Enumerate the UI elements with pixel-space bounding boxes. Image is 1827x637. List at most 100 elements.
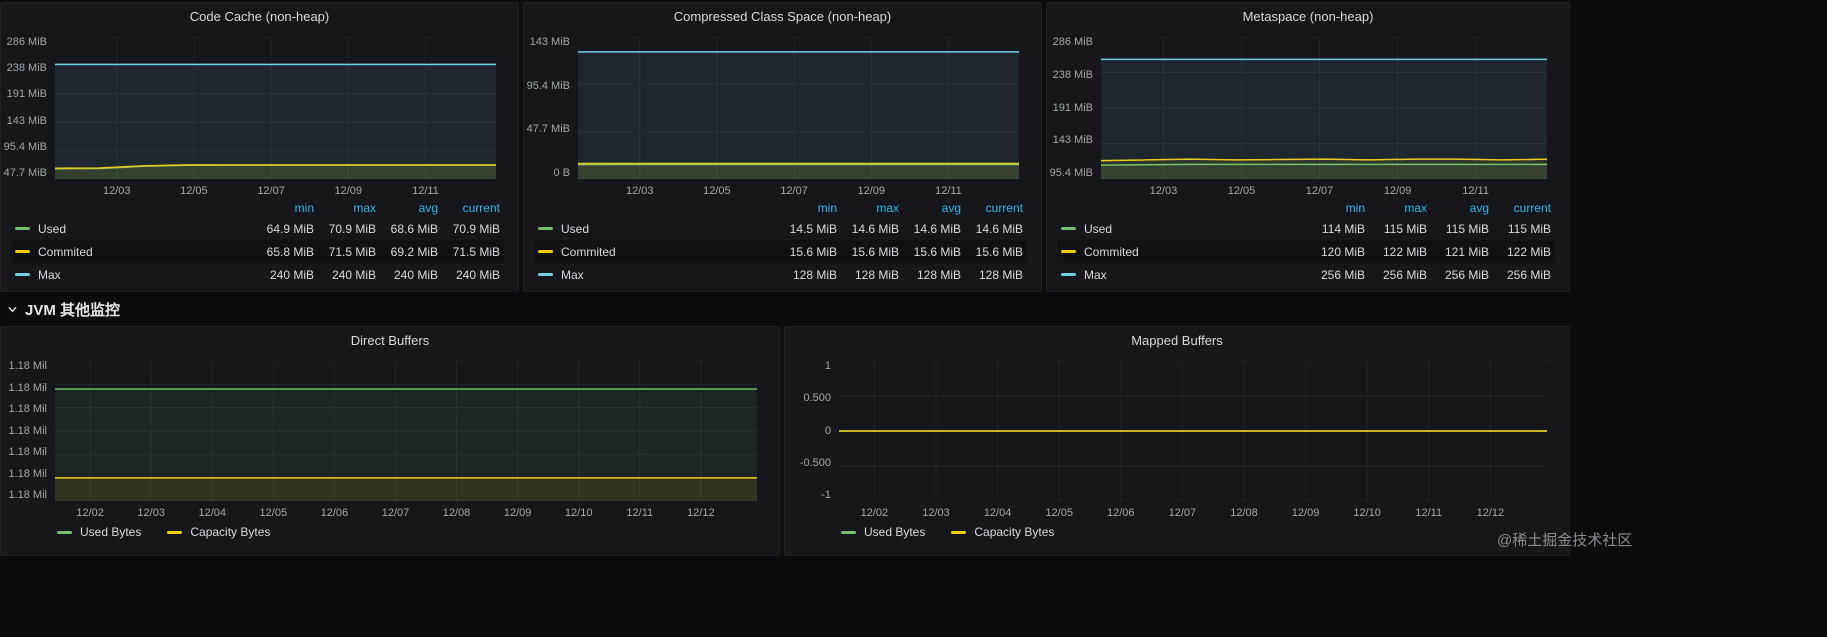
legend-series-label: Max: [1084, 267, 1107, 282]
y-axis-tick-label: 191 MiB: [6, 88, 47, 101]
legend-header-max[interactable]: max: [876, 201, 899, 215]
legend-item-capacity-bytes[interactable]: Capacity Bytes: [951, 525, 1054, 539]
x-axis-tick-label: 12/11: [626, 507, 654, 519]
legend-series-used[interactable]: Used: [1061, 222, 1303, 236]
plot-area[interactable]: [55, 361, 757, 501]
panel-title-metaspace[interactable]: Metaspace (non-heap): [1242, 9, 1374, 24]
plot-wrap: 12/02 12/03 12/04 12/05 12/06 12/07 12/08 12/09…: [55, 361, 757, 519]
legend-row-max: Max 128 MiB 128 MiB 128 MiB 128 MiB: [534, 263, 1027, 286]
legend-header-current[interactable]: current: [1513, 201, 1551, 215]
x-axis-tick-label: 12/09: [503, 507, 532, 519]
yellow-series-marker-icon: [951, 530, 967, 534]
panel-title-direct-buffers[interactable]: Direct Buffers: [350, 333, 430, 348]
y-axis-tick-label: 95.4 MiB: [3, 140, 47, 153]
legend-header-current[interactable]: current: [462, 201, 500, 215]
legend-value: 122 MiB: [1506, 244, 1551, 259]
y-axis-tick-label: 286 MiB: [1052, 36, 1093, 48]
legend-item-used-bytes[interactable]: Used Bytes: [57, 525, 141, 539]
panel-direct-buffers: Direct Buffers 1.18 Mil 1.18 Mil 1.18 Mil 1…: [0, 326, 780, 556]
legend-value: 120 MiB: [1320, 244, 1365, 259]
y-axis: 286 MiB 238 MiB 191 MiB 143 MiB 95.4 MiB 47.7…: [3, 37, 55, 179]
legend-value: 128 MiB: [978, 267, 1023, 282]
legend-header-avg[interactable]: avg: [941, 201, 961, 215]
yellow-series-marker-icon: [538, 250, 553, 253]
y-axis-tick-label: -0.500: [799, 456, 831, 469]
legend-value: 115 MiB: [1383, 221, 1427, 236]
plot-wrap: 12/03 12/05 12/07 12/09 12/11: [578, 37, 1019, 197]
x-axis-tick-label: 12/02: [76, 507, 104, 519]
legend-series-max[interactable]: Max: [1061, 268, 1303, 282]
x-axis: 12/03 12/05 12/07 12/09 12/11: [55, 179, 496, 199]
plot-area[interactable]: [55, 37, 496, 179]
legend-row-used: Used 114 MiB 115 MiB 115 MiB 115 MiB: [1057, 217, 1555, 240]
y-axis-tick-label: 1.18 Mil: [8, 360, 47, 372]
legend-series-commited[interactable]: Commited: [15, 245, 252, 259]
legend-header-max[interactable]: max: [1404, 201, 1427, 215]
x-axis-tick-label: 12/04: [983, 507, 1012, 519]
legend-row-max: Max 240 MiB 240 MiB 240 MiB 240 MiB: [11, 263, 504, 286]
plot-area[interactable]: [839, 361, 1547, 501]
y-axis-tick-label: 1.18 Mil: [8, 446, 47, 458]
x-axis-tick-label: 12/11: [1415, 507, 1443, 519]
legend-header-avg[interactable]: avg: [1469, 201, 1489, 215]
x-axis-tick-label: 12/11: [1462, 185, 1489, 197]
legend-row-max: Max 256 MiB 256 MiB 256 MiB 256 MiB: [1057, 263, 1555, 286]
yellow-series-marker-icon: [15, 250, 30, 253]
plot-wrap: 12/03 12/05 12/07 12/09 12/11: [1101, 37, 1547, 197]
panel-code-cache: Code Cache (non-heap) 286 MiB 238 MiB 191 …: [0, 2, 519, 292]
x-axis-tick-label: 12/05: [259, 507, 288, 519]
legend-direct-buffers: Used Bytes Capacity Bytes: [57, 521, 270, 543]
row-header-jvm-other-monitoring[interactable]: JVM 其他监控: [0, 296, 1570, 322]
legend-header-min[interactable]: min: [1345, 201, 1365, 215]
legend-header-avg[interactable]: avg: [418, 201, 438, 215]
y-axis-tick-label: 1.18 Mil: [8, 467, 47, 480]
x-axis-tick-label: 12/10: [1353, 507, 1381, 519]
legend-header-max[interactable]: max: [353, 201, 376, 215]
y-axis-tick-label: 238 MiB: [6, 62, 47, 75]
legend-series-used[interactable]: Used: [15, 222, 252, 236]
plot-area[interactable]: [578, 37, 1019, 179]
y-axis-tick-label: 47.7 MiB: [526, 123, 570, 136]
cyan-series-marker-icon: [1061, 273, 1076, 276]
legend-item-capacity-bytes[interactable]: Capacity Bytes: [167, 525, 270, 539]
y-axis-tick-label: 95.4 MiB: [1049, 167, 1093, 179]
y-axis-tick-label: 1.18 Mil: [8, 381, 47, 394]
panel-title-code-cache[interactable]: Code Cache (non-heap): [189, 9, 330, 24]
panel-title-compressed-class-space[interactable]: Compressed Class Space (non-heap): [673, 9, 892, 24]
yellow-series-marker-icon: [1061, 250, 1076, 253]
legend-row-commited: Commited 15.6 MiB 15.6 MiB 15.6 MiB 15.6 MiB: [534, 240, 1027, 263]
panel-metaspace: Metaspace (non-heap) 286 MiB 238 MiB 191 M…: [1046, 2, 1570, 292]
x-axis-tick-label: 12/07: [381, 507, 410, 519]
legend-header-min[interactable]: min: [817, 201, 837, 215]
y-axis-tick-label: 0 B: [553, 166, 570, 179]
legend-item-label: Capacity Bytes: [190, 525, 271, 539]
legend-series-max[interactable]: Max: [538, 268, 775, 282]
legend-value: 240 MiB: [393, 267, 438, 282]
x-axis-tick-label: 12/12: [687, 507, 715, 519]
legend-value: 128 MiB: [854, 267, 899, 282]
series-fill-max: [1101, 59, 1547, 179]
legend-series-used[interactable]: Used: [538, 222, 775, 236]
legend-header-current[interactable]: current: [985, 201, 1023, 215]
legend-series-max[interactable]: Max: [15, 268, 252, 282]
chart-compressed-class-space: 143 MiB 95.4 MiB 47.7 MiB 0 B 12/03 12/05 12/…: [526, 37, 1019, 197]
legend-series-commited[interactable]: Commited: [1061, 245, 1303, 259]
legend-series-label: Used: [561, 221, 590, 236]
legend-row-commited: Commited 120 MiB 122 MiB 121 MiB 122 MiB: [1057, 240, 1555, 263]
legend-row-commited: Commited 65.8 MiB 71.5 MiB 69.2 MiB 71.5 MiB: [11, 240, 504, 263]
yellow-series-marker-icon: [167, 530, 183, 534]
legend-series-commited[interactable]: Commited: [538, 245, 775, 259]
panel-title-mapped-buffers[interactable]: Mapped Buffers: [1131, 333, 1223, 348]
legend-series-label: Commited: [38, 244, 93, 259]
plot-area[interactable]: [1101, 37, 1547, 179]
legend-value: 71.5 MiB: [328, 244, 376, 259]
legend-mapped-buffers: Used Bytes Capacity Bytes: [841, 521, 1054, 543]
y-axis-tick-label: 0: [824, 424, 831, 437]
series-line-used: [1101, 164, 1547, 165]
legend-header-min[interactable]: min: [294, 201, 314, 215]
legend-header-row: min max avg current: [11, 199, 504, 217]
legend-item-used-bytes[interactable]: Used Bytes: [841, 525, 925, 539]
legend-value: 70.9 MiB: [452, 221, 500, 236]
y-axis-tick-label: 238 MiB: [1052, 68, 1093, 81]
legend-value: 14.6 MiB: [975, 221, 1023, 236]
